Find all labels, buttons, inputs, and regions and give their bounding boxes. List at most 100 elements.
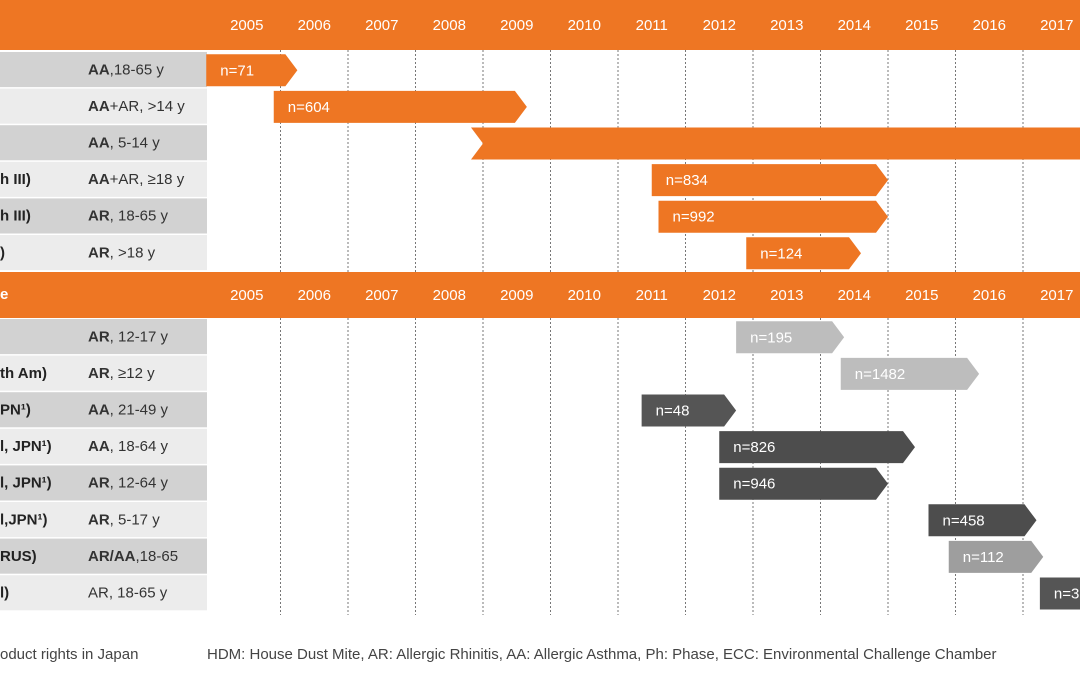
population-bold: AR/AA xyxy=(88,548,136,565)
bar xyxy=(746,237,861,270)
bar-label: n=112 xyxy=(963,549,1004,566)
year-label: 2011 xyxy=(636,17,668,34)
year-label: 2012 xyxy=(703,287,736,304)
year-label: 2010 xyxy=(568,287,601,304)
population: AA, 18-64 y xyxy=(88,438,169,455)
population: AA+AR, ≥18 y xyxy=(88,171,185,188)
population-text: ,18-65 xyxy=(136,548,179,565)
row-label-bg xyxy=(0,538,207,574)
section-header xyxy=(0,0,1080,50)
population: AR, >18 y xyxy=(88,244,156,261)
bar-label: n=1482 xyxy=(855,366,905,383)
bar-label: n=458 xyxy=(943,512,985,529)
population-text: +AR, >14 y xyxy=(110,98,186,115)
year-label: 2009 xyxy=(500,17,533,34)
row-label: ) xyxy=(0,244,5,261)
population-bold: AA xyxy=(88,401,110,418)
year-label: 2010 xyxy=(568,17,601,34)
population-bold: AR xyxy=(88,365,110,382)
year-label: 2008 xyxy=(433,287,466,304)
population: AR/AA,18-65 xyxy=(88,548,178,565)
year-label: 2017 xyxy=(1040,287,1073,304)
row-label: l,JPN¹) xyxy=(0,511,48,528)
row-label: l, JPN¹) xyxy=(0,475,52,492)
population-text: ,18-65 y xyxy=(110,61,165,78)
row-label-bg xyxy=(0,235,207,271)
row-label-bg xyxy=(0,161,207,197)
population-bold: AR xyxy=(88,328,110,345)
year-label: 2007 xyxy=(365,287,398,304)
population-text: , ≥12 y xyxy=(110,365,155,382)
population-text: +AR, ≥18 y xyxy=(110,171,185,188)
population: AR, 18-65 y xyxy=(88,208,169,225)
row-label-bg xyxy=(0,465,207,501)
year-label: 2016 xyxy=(973,287,1006,304)
bar-label: n=3 xyxy=(1054,585,1079,602)
row-label-bg xyxy=(0,502,207,538)
row-label: l) xyxy=(0,584,9,601)
year-label: 2013 xyxy=(770,17,803,34)
bar xyxy=(273,90,527,123)
bar xyxy=(1039,577,1080,610)
population: AR, 18-65 y xyxy=(88,584,168,601)
bar-label: n=124 xyxy=(760,245,802,262)
population: AR, 5-17 y xyxy=(88,511,160,528)
population-bold: AR xyxy=(88,244,110,261)
year-label: 2005 xyxy=(230,287,263,304)
population-bold: AR xyxy=(88,511,110,528)
population-text: , 12-17 y xyxy=(110,328,169,345)
year-label: 2015 xyxy=(905,17,938,34)
bar-label: n=992 xyxy=(673,209,715,226)
population-bold: AA xyxy=(88,171,110,188)
year-label: 2014 xyxy=(838,17,871,34)
row-label-bg xyxy=(0,355,207,391)
bar xyxy=(840,357,980,390)
row-label-bg xyxy=(0,198,207,234)
population: AA, 5-14 y xyxy=(88,134,160,151)
population-text: , 12-64 y xyxy=(110,475,169,492)
population-text: , 18-64 y xyxy=(110,438,169,455)
year-label: 2005 xyxy=(230,17,263,34)
bar-label: n=946 xyxy=(733,476,775,493)
population-bold: AA xyxy=(88,438,110,455)
population: AA,18-65 y xyxy=(88,61,164,78)
footnote: HDM: House Dust Mite, AR: Allergic Rhini… xyxy=(207,646,997,663)
row-label: RUS) xyxy=(0,548,37,565)
year-label: 2006 xyxy=(298,287,331,304)
population-bold: AA xyxy=(88,134,110,151)
section-header xyxy=(0,272,1080,318)
population-bold: AA xyxy=(88,61,110,78)
bar xyxy=(658,200,888,233)
year-label: 2012 xyxy=(703,17,736,34)
population: AR, 12-17 y xyxy=(88,328,169,345)
row-label-bg xyxy=(0,575,207,611)
year-label: 2014 xyxy=(838,287,871,304)
section-title: e xyxy=(0,286,8,303)
row-label-bg xyxy=(0,392,207,428)
footnote: oduct rights in Japan xyxy=(0,646,138,663)
bar xyxy=(651,164,888,197)
row-label-bg xyxy=(0,88,207,124)
population-text: , >18 y xyxy=(110,244,156,261)
population-text: , 18-65 y xyxy=(110,208,169,225)
population-bold: AR xyxy=(88,475,110,492)
bar-label: n=71 xyxy=(220,62,254,79)
population: AA+AR, >14 y xyxy=(88,98,185,115)
bar xyxy=(736,321,845,354)
row-label-bg xyxy=(0,52,207,88)
bar-label: n=195 xyxy=(750,329,792,346)
bar xyxy=(719,431,915,464)
bar-label: n=826 xyxy=(733,439,775,456)
bar xyxy=(471,127,1080,160)
row-label: l, JPN¹) xyxy=(0,438,52,455)
row-label-bg xyxy=(0,319,207,355)
year-label: 2007 xyxy=(365,17,398,34)
population-bold: AA xyxy=(88,98,110,115)
population-text: , 5-17 y xyxy=(110,511,161,528)
year-label: 2016 xyxy=(973,17,1006,34)
population-text: , 21-49 y xyxy=(110,401,169,418)
bar xyxy=(928,504,1037,537)
row-label-bg xyxy=(0,125,207,161)
row-label: h III) xyxy=(0,171,31,188)
